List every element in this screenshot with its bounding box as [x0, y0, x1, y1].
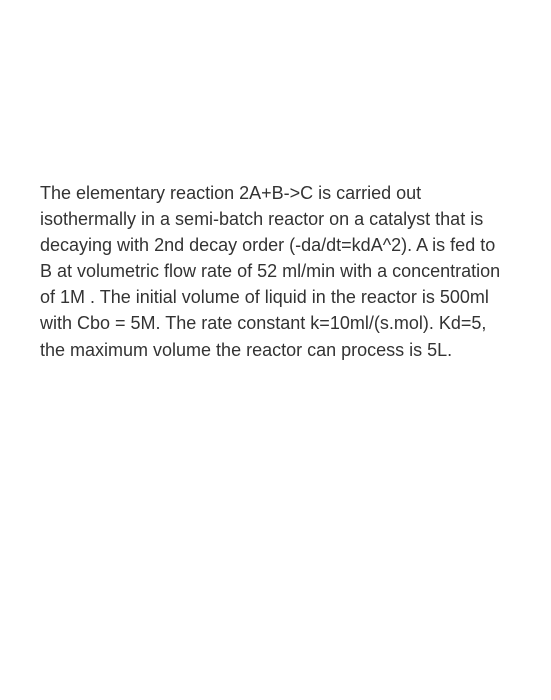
problem-line-2: decaying with 2nd decay order (-da/dt=kd…: [40, 235, 500, 307]
problem-line-1: The elementary reaction 2A+B->C is carri…: [40, 183, 483, 229]
problem-line-3: with Cbo = 5M. The rate constant k=10ml/…: [40, 313, 486, 359]
problem-statement: The elementary reaction 2A+B->C is carri…: [40, 180, 511, 363]
